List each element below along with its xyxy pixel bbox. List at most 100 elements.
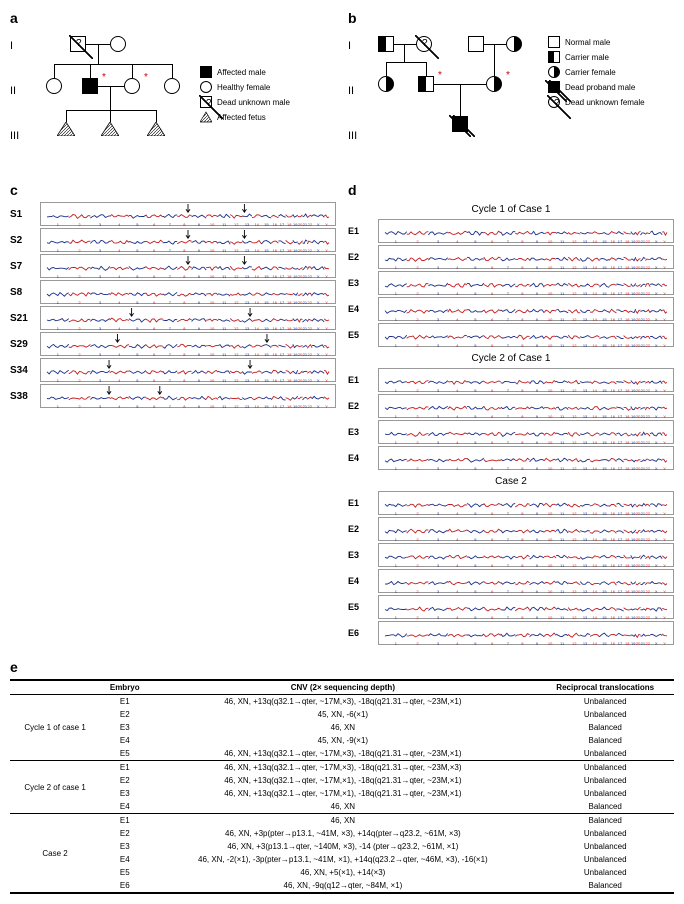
svg-text:18: 18 [287,352,292,357]
svg-text:2: 2 [416,615,419,620]
svg-text:13: 13 [583,537,588,542]
svg-text:7: 7 [507,343,510,348]
track-group-title: Cycle 1 of Case 1 [348,204,674,215]
svg-text:6: 6 [153,352,156,357]
svg-text:X: X [655,615,658,620]
table-cell: E5 [100,747,149,761]
svg-text:2: 2 [416,388,419,393]
svg-text:Y: Y [663,265,666,270]
svg-text:10: 10 [548,239,553,244]
svg-text:9: 9 [536,414,539,419]
gen-label-III: III [10,130,19,142]
svg-text:13: 13 [583,239,588,244]
svg-text:17: 17 [618,440,623,445]
svg-text:Y: Y [663,511,666,516]
svg-text:4: 4 [118,326,121,331]
svg-text:7: 7 [507,615,510,620]
svg-text:15: 15 [602,563,607,568]
cnv-track: 12345678910111213141516171819202122XY [40,332,336,356]
svg-text:8: 8 [521,343,524,348]
track-row: E412345678910111213141516171819202122XY [348,446,674,470]
svg-text:Y: Y [325,222,328,227]
svg-text:17: 17 [618,291,623,296]
svg-text:16: 16 [611,615,616,620]
table-cell: E2 [100,774,149,787]
cnv-track: 12345678910111213141516171819202122XY [378,621,674,645]
table-row: Cycle 2 of case 1E146, XN, +13q(q32.1→qt… [10,761,674,775]
svg-text:9: 9 [198,248,201,253]
svg-text:10: 10 [210,300,215,305]
track-row: S212345678910111213141516171819202122XY [10,228,336,252]
svg-text:8: 8 [183,248,186,253]
svg-text:2: 2 [416,563,419,568]
svg-text:3: 3 [437,537,440,542]
table-cell: 46, XN [149,721,536,734]
svg-text:16: 16 [273,248,278,253]
star-icon: * [506,70,510,81]
svg-text:X: X [655,511,658,516]
svg-text:12: 12 [234,352,239,357]
svg-text:16: 16 [611,440,616,445]
svg-text:22: 22 [645,511,650,516]
pedigree-a: I II III * * [10,30,336,170]
svg-text:5: 5 [136,404,139,409]
svg-text:Y: Y [663,589,666,594]
track-label: E1 [348,498,378,508]
svg-text:13: 13 [583,265,588,270]
svg-text:18: 18 [625,291,630,296]
table-cell: Unbalanced [536,761,674,775]
svg-text:5: 5 [136,378,139,383]
svg-text:14: 14 [592,589,597,594]
svg-text:13: 13 [583,466,588,471]
svg-text:2: 2 [78,326,81,331]
svg-text:6: 6 [153,326,156,331]
track-label: E3 [348,550,378,560]
svg-text:5: 5 [136,222,139,227]
cnv-track: 12345678910111213141516171819202122XY [378,245,674,269]
svg-text:17: 17 [618,563,623,568]
svg-text:X: X [655,466,658,471]
svg-text:11: 11 [560,343,565,348]
svg-text:8: 8 [521,317,524,322]
svg-text:6: 6 [491,317,494,322]
svg-text:Y: Y [663,317,666,322]
svg-text:7: 7 [507,466,510,471]
svg-text:Y: Y [663,388,666,393]
track-row: E212345678910111213141516171819202122XY [348,245,674,269]
pedigree-b: I II III * * [348,30,674,170]
svg-text:11: 11 [222,300,227,305]
svg-text:8: 8 [521,589,524,594]
table-row: Cycle 1 of case 1E146, XN, +13q(q32.1→qt… [10,695,674,709]
svg-text:11: 11 [560,317,565,322]
track-row: S3412345678910111213141516171819202122XY [10,358,336,382]
svg-text:12: 12 [572,414,577,419]
ped-b-I-3 [468,36,484,52]
svg-text:17: 17 [280,404,285,409]
svg-text:11: 11 [560,641,565,646]
svg-text:9: 9 [536,537,539,542]
svg-text:12: 12 [572,291,577,296]
panel-b-label: b [348,10,674,26]
svg-text:5: 5 [474,641,477,646]
svg-text:7: 7 [169,248,172,253]
svg-text:12: 12 [572,537,577,542]
svg-text:11: 11 [222,248,227,253]
svg-text:13: 13 [245,300,250,305]
gen-label-I: I [348,40,351,52]
svg-text:X: X [317,404,320,409]
svg-text:16: 16 [611,265,616,270]
svg-text:5: 5 [474,511,477,516]
svg-text:14: 14 [254,352,259,357]
svg-text:16: 16 [611,563,616,568]
svg-text:X: X [655,589,658,594]
svg-text:4: 4 [118,404,121,409]
svg-text:10: 10 [548,291,553,296]
svg-text:12: 12 [572,511,577,516]
table-row: E446, XNBalanced [10,800,674,814]
svg-text:5: 5 [474,388,477,393]
svg-text:X: X [655,239,658,244]
svg-text:9: 9 [536,265,539,270]
ped-b-III-1 [452,116,468,132]
svg-text:8: 8 [521,239,524,244]
svg-text:5: 5 [136,352,139,357]
